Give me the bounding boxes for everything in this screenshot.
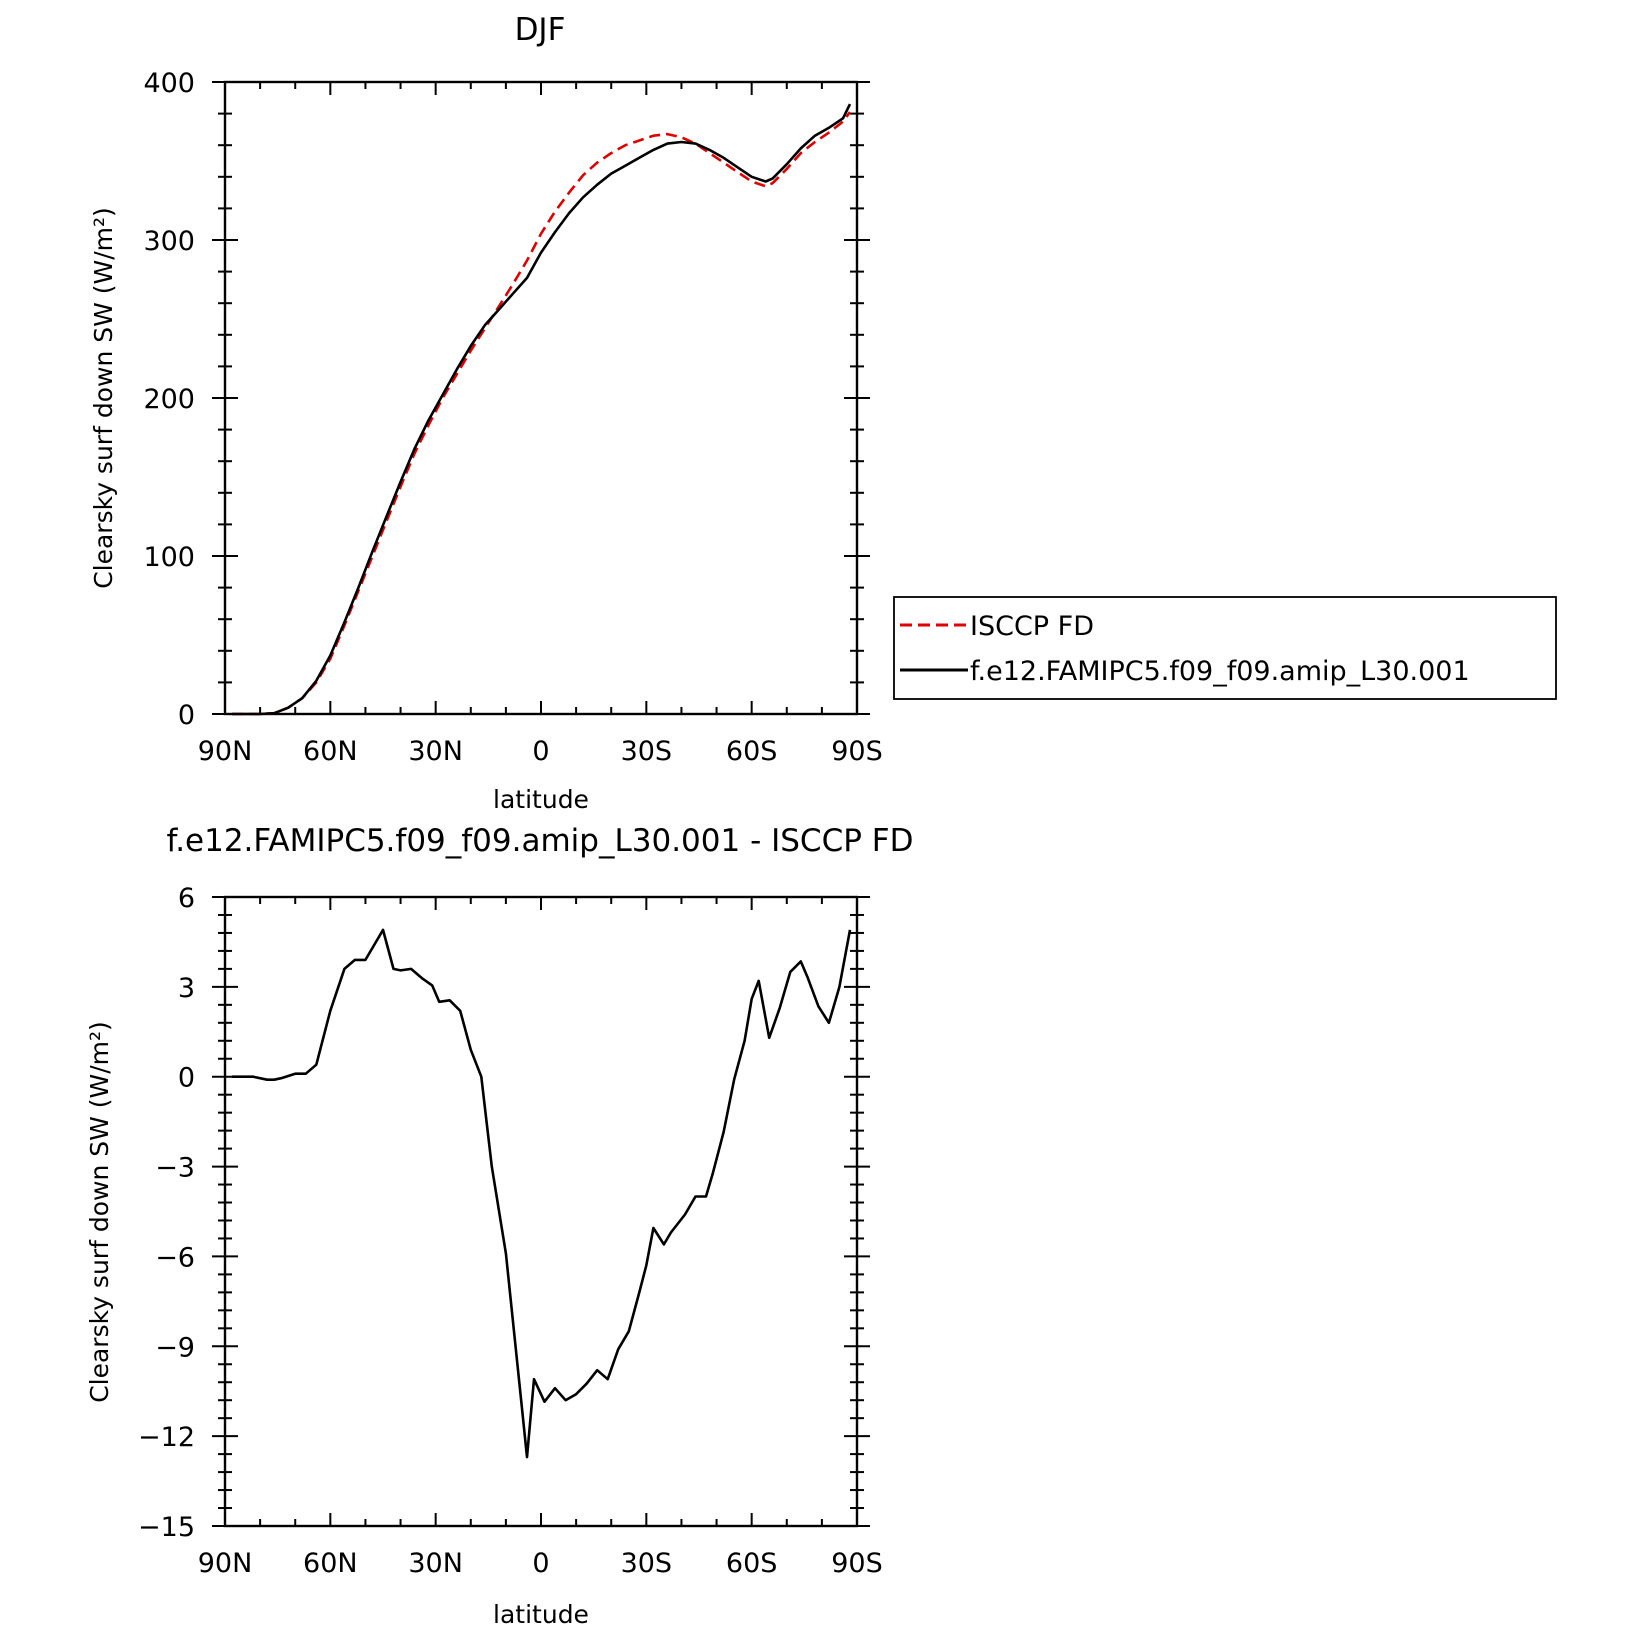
top-series-lines bbox=[232, 103, 852, 716]
bottom-series-line-0 bbox=[232, 928, 852, 1459]
bottom-panel: f.e12.FAMIPC5.f09_f09.amip_L30.001 - ISC… bbox=[85, 823, 913, 1629]
top-y-axis-label: Clearsky surf down SW (W/m²) bbox=[89, 207, 118, 589]
x-tick-label: 90N bbox=[198, 736, 253, 767]
x-tick-label: 0 bbox=[532, 1548, 549, 1579]
legend: ISCCP FD f.e12.FAMIPC5.f09_f09.amip_L30.… bbox=[893, 596, 1557, 700]
x-tick-label: 90N bbox=[198, 1548, 253, 1579]
x-tick-label: 30N bbox=[408, 736, 463, 767]
legend-label-model: f.e12.FAMIPC5.f09_f09.amip_L30.001 bbox=[970, 656, 1470, 687]
bottom-plot-frame bbox=[223, 895, 859, 1528]
y-tick-label: 6 bbox=[178, 883, 195, 914]
x-tick-label: 90S bbox=[831, 736, 883, 767]
x-tick-label: 0 bbox=[532, 736, 549, 767]
legend-label-isccp: ISCCP FD bbox=[970, 611, 1094, 642]
y-tick-label: −12 bbox=[138, 1422, 195, 1453]
bottom-x-axis-label: latitude bbox=[493, 1600, 589, 1629]
top-x-axis-label: latitude bbox=[493, 785, 589, 814]
y-tick-label: 3 bbox=[178, 973, 195, 1004]
legend-box bbox=[893, 596, 1557, 700]
x-tick-label: 60N bbox=[303, 736, 358, 767]
y-tick-label: −3 bbox=[155, 1153, 195, 1184]
top-axis-ticks: 90N 60N 30N 0 30S 60S 90S 0 100 200 300 400 bbox=[143, 68, 882, 767]
top-panel: DJF 90N 60N 30N 0 30S 60S 90S 0 100 200 300 400 Cle… bbox=[89, 12, 1557, 814]
top-chart-title: DJF bbox=[515, 12, 566, 48]
x-tick-label: 30S bbox=[621, 736, 673, 767]
bottom-chart-title: f.e12.FAMIPC5.f09_f09.amip_L30.001 - ISC… bbox=[167, 823, 914, 859]
bottom-axis-ticks: 90N 60N 30N 0 30S 60S 90S 6 3 0 −3 −6 −9 −12 −15 bbox=[138, 883, 883, 1579]
y-tick-label: 300 bbox=[143, 226, 195, 257]
x-tick-label: 60S bbox=[726, 736, 778, 767]
y-tick-label: −15 bbox=[138, 1512, 195, 1543]
y-tick-label: 200 bbox=[143, 384, 195, 415]
top-plot-frame bbox=[223, 80, 859, 716]
x-tick-label: 60S bbox=[726, 1548, 778, 1579]
bottom-y-axis-label: Clearsky surf down SW (W/m²) bbox=[85, 1021, 114, 1403]
y-tick-label: −6 bbox=[155, 1242, 195, 1273]
y-tick-label: 0 bbox=[178, 1063, 195, 1094]
x-tick-label: 60N bbox=[303, 1548, 358, 1579]
y-tick-label: 100 bbox=[143, 542, 195, 573]
bottom-series-lines bbox=[232, 928, 852, 1459]
y-tick-label: −9 bbox=[155, 1332, 195, 1363]
top-series-line-1 bbox=[232, 103, 852, 716]
top-series-line-0 bbox=[232, 111, 852, 716]
x-tick-label: 90S bbox=[831, 1548, 883, 1579]
y-tick-label: 400 bbox=[143, 68, 195, 99]
y-tick-label: 0 bbox=[178, 700, 195, 731]
x-tick-label: 30S bbox=[621, 1548, 673, 1579]
x-tick-label: 30N bbox=[408, 1548, 463, 1579]
